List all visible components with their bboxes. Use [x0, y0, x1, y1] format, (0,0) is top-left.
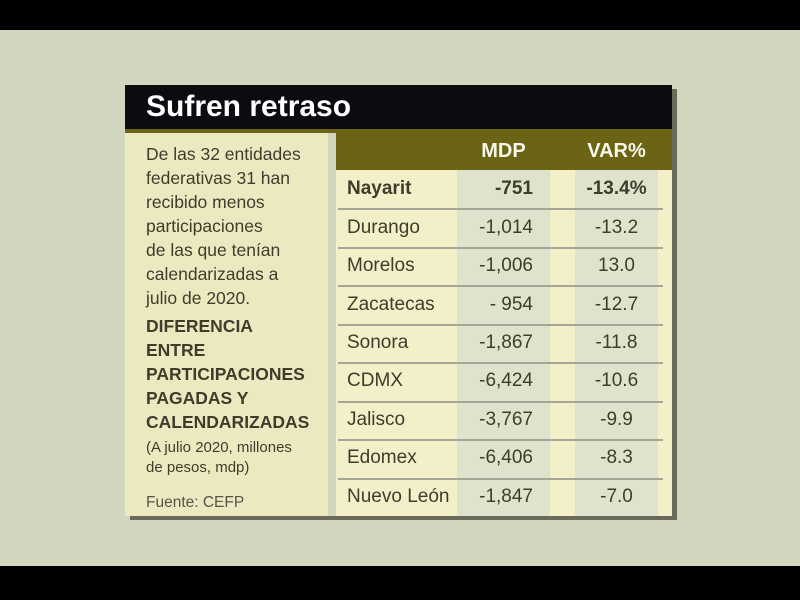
mdp-value-cell: -6,424	[457, 362, 550, 401]
state-name-cell: Morelos	[347, 255, 415, 277]
data-table: MDP VAR% Nayarit -751 -13.4% Durango -1,014-…	[336, 133, 672, 516]
column-gap-cell	[550, 285, 575, 323]
var-value-cell: -11.8	[575, 323, 658, 363]
table-header-row: MDP VAR%	[336, 133, 672, 170]
row-edge-cell	[658, 247, 672, 285]
table-row: Durango -1,014 -13.2	[336, 208, 672, 247]
row-edge-cell	[658, 285, 672, 323]
column-gap-cell	[550, 170, 575, 208]
table-row: CDMX -6,424 -10.6	[336, 362, 672, 401]
state-name-cell: Nuevo León	[347, 485, 450, 507]
sidebar-table-gap	[328, 133, 336, 516]
card-content: De las 32 entidades federativas 31 han r…	[125, 129, 672, 516]
column-gap-cell	[550, 478, 575, 516]
row-edge-cell	[658, 324, 672, 362]
state-name-cell: Edomex	[347, 447, 417, 469]
column-gap-cell	[550, 208, 575, 246]
infographic-card: Sufren retraso De las 32 entidades feder…	[125, 85, 672, 516]
var-value-cell: -10.6	[575, 362, 658, 401]
var-value-cell: -8.3	[575, 439, 658, 478]
var-value-cell: 13.0	[575, 246, 658, 286]
var-value-cell: -13.2	[575, 208, 658, 247]
state-name-cell: Nayarit	[347, 178, 412, 200]
mdp-column-header: MDP	[481, 140, 526, 162]
state-name-cell: Sonora	[347, 331, 409, 353]
mdp-value-cell: -1,867	[457, 323, 550, 363]
top-letterbox-band	[0, 0, 800, 30]
state-name-cell: CDMX	[347, 370, 403, 392]
table-row: Morelos -1,006 13.0	[336, 246, 672, 286]
table-row: Nayarit -751 -13.4%	[336, 170, 672, 209]
page-title: Sufren retraso	[146, 90, 352, 123]
state-name-cell: Jalisco	[347, 408, 406, 430]
state-name-cell: Zacatecas	[347, 293, 435, 315]
mdp-value-cell: -1,014	[457, 208, 550, 247]
column-gap-cell	[550, 362, 575, 400]
var-value-cell: -9.9	[575, 400, 658, 440]
column-gap-cell	[550, 247, 575, 285]
state-name-cell: Durango	[347, 216, 420, 238]
mdp-value-cell: -6,406	[457, 439, 550, 478]
mdp-value-cell: -751	[457, 170, 550, 209]
source-credit: Fuente: CEFP	[146, 494, 245, 511]
table-row: Jalisco -3,767 -9.9	[336, 400, 672, 440]
table-body: Nayarit -751 -13.4% Durango -1,014 -13.2 Morel…	[336, 170, 672, 516]
mdp-value-cell: -1,006	[457, 246, 550, 286]
table-row: Nuevo León -1,847 -7.0	[336, 477, 672, 516]
column-gap-cell	[550, 439, 575, 477]
mdp-value-cell: -1,847	[457, 477, 550, 516]
mdp-value-cell: - 954	[457, 285, 550, 324]
measure-heading: DIFERENCIA ENTRE PARTICIPACIONES PAGADAS…	[146, 316, 310, 432]
row-edge-cell	[658, 170, 672, 208]
bottom-letterbox-band	[0, 566, 800, 600]
title-bar: Sufren retraso	[125, 85, 672, 129]
row-edge-cell	[658, 478, 672, 516]
units-note: (A julio 2020, millones de pesos, mdp)	[146, 439, 292, 476]
var-value-cell: -7.0	[575, 477, 658, 516]
row-edge-cell	[658, 401, 672, 439]
table-row: Sonora -1,867 -11.8	[336, 323, 672, 363]
row-edge-cell	[658, 362, 672, 400]
var-value-cell: -12.7	[575, 285, 658, 324]
row-edge-cell	[658, 208, 672, 246]
description-sidebar: De las 32 entidades federativas 31 han r…	[125, 133, 328, 516]
intro-text: De las 32 entidades federativas 31 han r…	[146, 144, 301, 308]
row-edge-cell	[658, 439, 672, 477]
mdp-value-cell: -3,767	[457, 400, 550, 440]
var-column-header: VAR%	[587, 140, 646, 162]
table-row: Zacatecas - 954 -12.7	[336, 285, 672, 324]
var-value-cell: -13.4%	[575, 170, 658, 209]
column-gap-cell	[550, 324, 575, 362]
column-gap-cell	[550, 401, 575, 439]
table-row: Edomex -6,406 -8.3	[336, 439, 672, 478]
